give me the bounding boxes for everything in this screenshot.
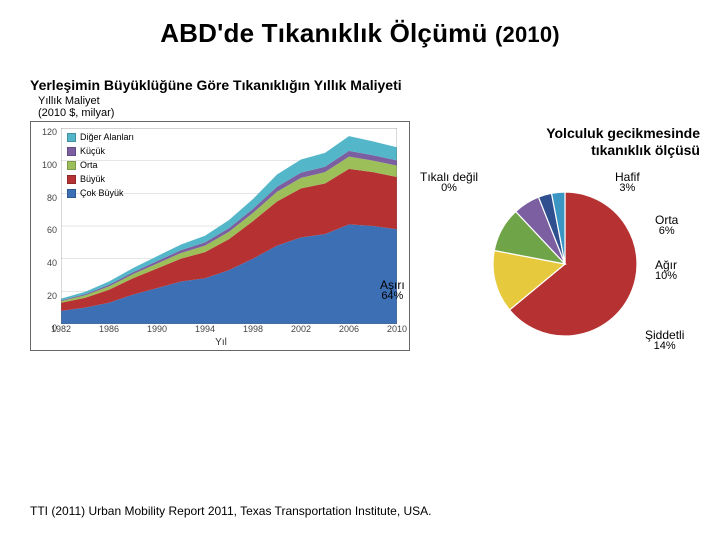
legend-label: Küçük — [80, 146, 105, 156]
ytick: 60 — [47, 225, 57, 235]
xtick: 1982 — [51, 324, 71, 334]
pie-label-0: Aşırı64% — [380, 279, 405, 303]
right-column: Yolculuk gecikmesinde tıkanıklık ölçüsü … — [420, 95, 700, 379]
pie-title-line2: tıkanıklık ölçüsü — [591, 142, 700, 158]
y-axis-label-line2: (2010 $, milyar) — [38, 107, 114, 119]
legend-item-buyuk: Büyük — [67, 174, 134, 184]
pie-title: Yolculuk gecikmesinde tıkanıklık ölçüsü — [420, 125, 700, 159]
pie-label-pct: 0% — [420, 183, 478, 195]
pie-label-pct: 3% — [615, 183, 640, 195]
pie-label-2: Ağır10% — [655, 259, 677, 283]
xtick: 2010 — [387, 324, 407, 334]
legend-label: Diğer Alanları — [80, 132, 134, 142]
left-column: Yıllık Maliyet (2010 $, milyar) 02040608… — [30, 95, 410, 379]
legend-item-orta: Orta — [67, 160, 134, 170]
xtick: 2002 — [291, 324, 311, 334]
legend-swatch — [67, 175, 76, 184]
xtick: 1994 — [195, 324, 215, 334]
legend-item-diger: Diğer Alanları — [67, 132, 134, 142]
x-axis-label: Yıl — [31, 337, 411, 348]
area-legend: Diğer Alanları Küçük Orta Büyük Çok Büyük — [67, 132, 134, 202]
page-title: ABD'de Tıkanıklık Ölçümü (2010) — [30, 18, 690, 49]
xtick: 1998 — [243, 324, 263, 334]
xtick: 1990 — [147, 324, 167, 334]
pie-label-pct: 14% — [645, 341, 684, 353]
pie-label-pct: 6% — [655, 226, 678, 238]
xtick: 1986 — [99, 324, 119, 334]
legend-swatch — [67, 133, 76, 142]
pie-label-3: Orta6% — [655, 214, 678, 238]
pie-label-1: Şiddetli14% — [645, 329, 684, 353]
ytick: 80 — [47, 193, 57, 203]
ytick: 120 — [42, 127, 57, 137]
y-axis-label-line1: Yıllık Maliyet — [38, 95, 100, 107]
legend-label: Orta — [80, 160, 98, 170]
pie-title-line1: Yolculuk gecikmesinde — [546, 125, 700, 141]
ytick: 40 — [47, 258, 57, 268]
title-main: ABD'de Tıkanıklık Ölçümü — [160, 18, 495, 48]
pie-svg — [490, 189, 640, 339]
legend-label: Büyük — [80, 174, 105, 184]
pie-label-4: Hafif3% — [615, 171, 640, 195]
pie-label-pct: 10% — [655, 271, 677, 283]
x-axis: 19821986199019941998200220062010 — [61, 324, 397, 336]
ytick: 100 — [42, 160, 57, 170]
area-chart: 020406080100120 198219861990199419982002… — [30, 121, 410, 351]
ytick: 20 — [47, 291, 57, 301]
legend-swatch — [67, 147, 76, 156]
legend-swatch — [67, 189, 76, 198]
y-axis: 020406080100120 — [31, 126, 59, 326]
pie-label-pct: 64% — [380, 291, 405, 303]
xtick: 2006 — [339, 324, 359, 334]
content-row: Yıllık Maliyet (2010 $, milyar) 02040608… — [30, 95, 690, 379]
subtitle: Yerleşimin Büyüklüğüne Göre Tıkanıklığın… — [30, 77, 690, 93]
legend-item-kucuk: Küçük — [67, 146, 134, 156]
legend-label: Çok Büyük — [80, 188, 124, 198]
title-sub: (2010) — [495, 22, 560, 47]
legend-swatch — [67, 161, 76, 170]
pie-chart: Aşırı64%Şiddetli14%Ağır10%Orta6%Hafif3%T… — [420, 159, 700, 379]
legend-item-cok_buyuk: Çok Büyük — [67, 188, 134, 198]
page: ABD'de Tıkanıklık Ölçümü (2010) Yerleşim… — [0, 0, 720, 540]
y-axis-label: Yıllık Maliyet (2010 $, milyar) — [38, 95, 410, 119]
pie-label-5: Tıkalı değil0% — [420, 171, 478, 195]
citation: TTI (2011) Urban Mobility Report 2011, T… — [30, 504, 432, 518]
